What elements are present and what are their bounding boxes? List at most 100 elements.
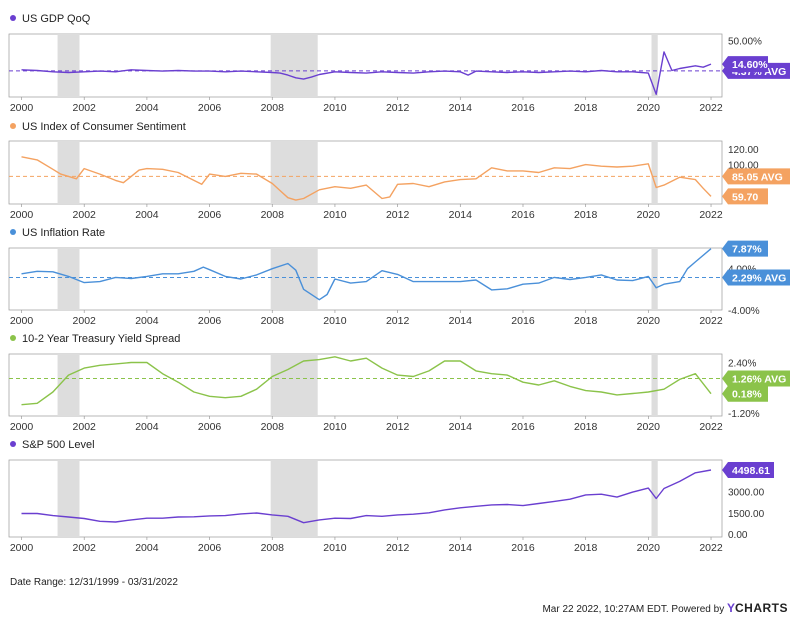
panel-4-xtick-2008: 2008: [261, 421, 285, 433]
panel-2-series-line: [21, 156, 712, 201]
panel-3-xtick-2014: 2014: [449, 315, 473, 327]
panel-1-xtick-2022: 2022: [699, 102, 723, 114]
panel-5-xtick-2018: 2018: [574, 542, 598, 554]
panel-5-recession-3: [651, 460, 658, 537]
panel-2-xtick-2008: 2008: [261, 209, 285, 221]
panel-2-xtick-2012: 2012: [386, 209, 410, 221]
panel-2-xtick-2004: 2004: [135, 209, 159, 221]
panel-5-series-line: [21, 469, 712, 524]
panel-5-frame: [8, 459, 723, 538]
panel-4-xtick-2004: 2004: [135, 421, 159, 433]
ycharts-logo-y: Y: [726, 601, 735, 615]
panel-1-xtick-2006: 2006: [198, 102, 222, 114]
panel-1-xtick-2002: 2002: [73, 102, 97, 114]
panel-3-recession-2: [270, 248, 318, 310]
panel-3-last-label-bg: [722, 240, 768, 257]
panel-2-xtick-2022: 2022: [699, 209, 723, 221]
panel-4-recession-1: [57, 354, 80, 416]
panel-1-xtick-2010: 2010: [323, 102, 347, 114]
panel-2-last-label: 59.70: [732, 191, 758, 203]
panel-5-xtick-2016: 2016: [511, 542, 535, 554]
panel-5-xtick-2004: 2004: [135, 542, 159, 554]
panel-1-recession-1: [57, 34, 80, 97]
panel-3-xtick-2020: 2020: [637, 315, 661, 327]
panel-4-last-label-bg: [722, 385, 768, 402]
panel-4-avg-label: 1.26% AVG: [732, 374, 786, 386]
panel-5-xtick-2006: 2006: [198, 542, 222, 554]
panel-2-recession-1: [57, 141, 80, 204]
panel-3-xtick-2006: 2006: [198, 315, 222, 327]
panel-4-xtick-2010: 2010: [323, 421, 347, 433]
panel-5-title: S&P 500 Level: [22, 439, 95, 451]
panel-2-avg-label-bg: [722, 168, 790, 185]
panel-5-xtick-2000: 2000: [10, 542, 34, 554]
panel-1-frame: [8, 33, 723, 98]
panel-5-xtick-2022: 2022: [699, 542, 723, 554]
panel-1-last-label-bg: [722, 56, 768, 73]
panel-4-avg-label-bg: [722, 370, 790, 387]
panel-1-last-label: 14.60%: [732, 59, 768, 71]
panel-5-last-label-bg: [722, 462, 774, 479]
panel-1-xtick-2008: 2008: [261, 102, 285, 114]
panel-1-ytick-1: 50.00%: [728, 37, 762, 48]
panel-3-recession-1: [57, 248, 80, 310]
panel-4-xtick-2014: 2014: [449, 421, 473, 433]
panel-1-xtick-2018: 2018: [574, 102, 598, 114]
panel-1-legend-dot: [10, 15, 16, 21]
panel-3-last-label: 7.87%: [732, 244, 762, 256]
panel-1-recession-2: [270, 34, 318, 97]
date-range: Date Range: 12/31/1999 - 03/31/2022: [10, 577, 178, 588]
panel-1-xtick-2020: 2020: [637, 102, 661, 114]
panel-2-xtick-2018: 2018: [574, 209, 598, 221]
panel-2-xtick-2006: 2006: [198, 209, 222, 221]
panel-3-xtick-2010: 2010: [323, 315, 347, 327]
panel-3-xtick-2002: 2002: [73, 315, 97, 327]
panel-3-frame: [8, 247, 723, 311]
panel-5-recession-1: [57, 460, 80, 537]
panel-1-recession-3: [651, 34, 658, 97]
panel-5-xtick-2002: 2002: [73, 542, 97, 554]
panel-5-legend-dot: [10, 441, 16, 447]
panel-2-frame: [8, 140, 723, 205]
panel-1-xtick-2000: 2000: [10, 102, 34, 114]
panel-4-title: 10-2 Year Treasury Yield Spread: [22, 333, 180, 345]
panel-4-xtick-2018: 2018: [574, 421, 598, 433]
timestamp: Mar 22 2022, 10:27AM EDT. Powered by: [542, 604, 725, 615]
panel-3-xtick-2012: 2012: [386, 315, 410, 327]
panel-2-avg-label: 85.05 AVG: [732, 171, 783, 183]
panel-4-xtick-2006: 2006: [198, 421, 222, 433]
panel-3-xtick-2016: 2016: [511, 315, 535, 327]
panel-5-ytick-2: 1500.00: [728, 509, 765, 520]
panel-4-legend-dot: [10, 335, 16, 341]
panel-5-xtick-2008: 2008: [261, 542, 285, 554]
panel-1-xtick-2012: 2012: [386, 102, 410, 114]
panel-3-avg-label: 2.29% AVG: [732, 273, 786, 285]
panel-1-xtick-2016: 2016: [511, 102, 535, 114]
panel-5-recession-2: [270, 460, 318, 537]
ycharts-logo[interactable]: YCHARTS: [726, 601, 788, 615]
panel-3-xtick-2000: 2000: [10, 315, 34, 327]
panel-2-recession-3: [651, 141, 658, 204]
panel-4-last-label: 0.18%: [732, 389, 762, 401]
panel-3-recession-3: [651, 248, 658, 310]
panel-2-xtick-2010: 2010: [323, 209, 347, 221]
panel-3-xtick-2018: 2018: [574, 315, 598, 327]
panel-4-xtick-2002: 2002: [73, 421, 97, 433]
panel-2-xtick-2002: 2002: [73, 209, 97, 221]
panel-1-xtick-2004: 2004: [135, 102, 159, 114]
panel-4-series-line: [21, 356, 712, 406]
panel-4-recession-2: [270, 354, 318, 416]
panel-4-xtick-2016: 2016: [511, 421, 535, 433]
footer-attribution: Mar 22 2022, 10:27AM EDT. Powered by YCH…: [542, 601, 788, 615]
panel-2-title: US Index of Consumer Sentiment: [22, 121, 186, 133]
ycharts-logo-text: CHARTS: [735, 601, 788, 615]
panel-4-ytick-2: -1.20%: [728, 409, 760, 420]
panel-5-ytick-3: 0.00: [728, 530, 748, 541]
panel-5-xtick-2010: 2010: [323, 542, 347, 554]
panel-5-xtick-2020: 2020: [637, 542, 661, 554]
panel-1-xtick-2014: 2014: [449, 102, 473, 114]
panel-2-last-label-bg: [722, 188, 768, 205]
panel-4-frame: [8, 353, 723, 417]
panel-3-ytick-2: -4.00%: [728, 306, 760, 317]
